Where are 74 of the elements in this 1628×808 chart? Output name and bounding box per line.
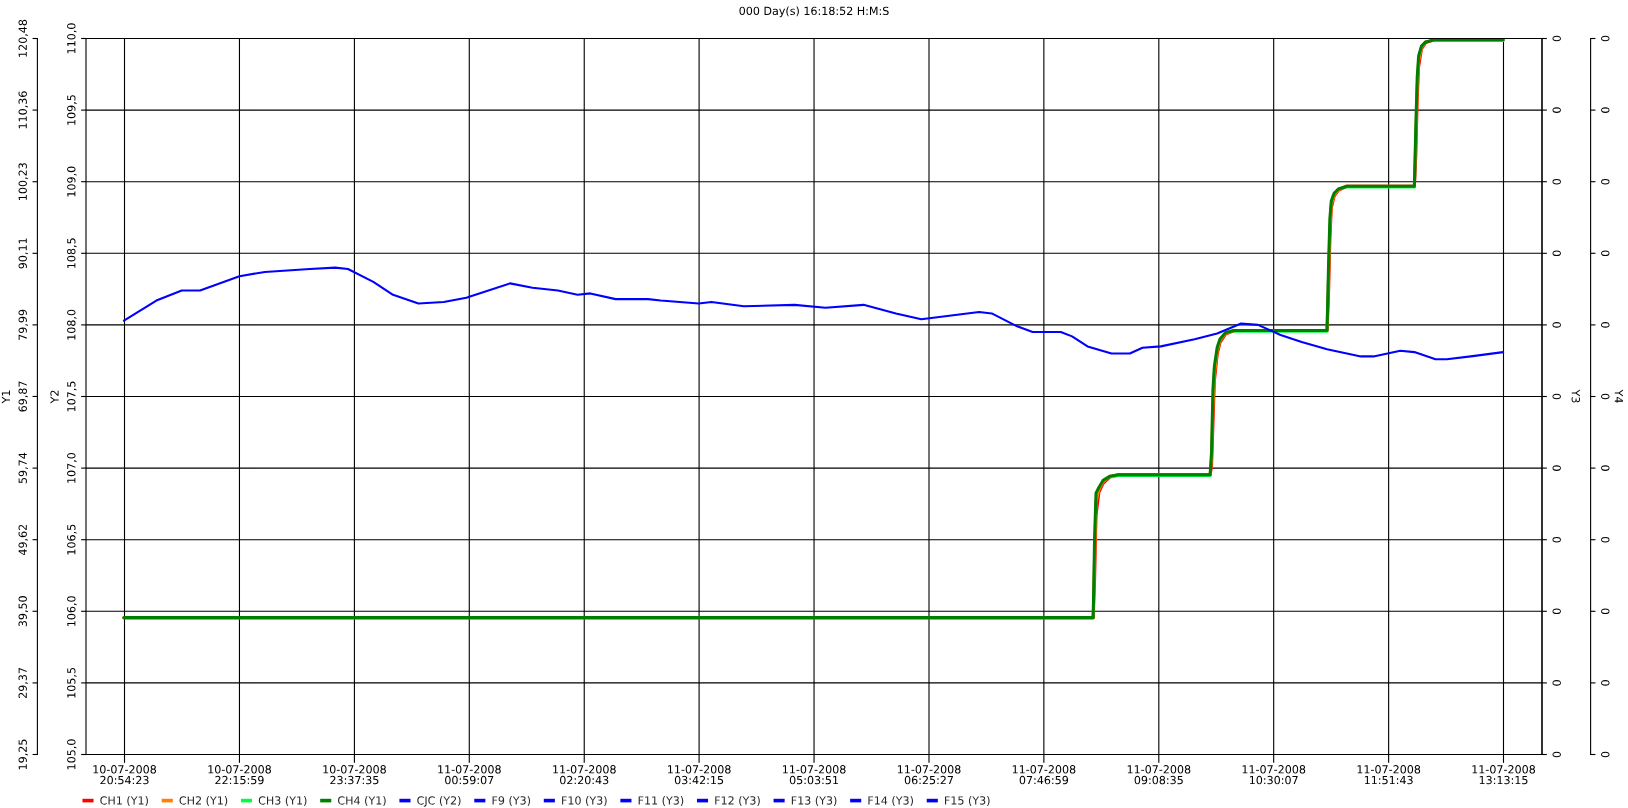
text: Y4 [1614, 389, 1623, 403]
legend-label: F9 (Y3) [492, 796, 531, 806]
x-tick-label: 11-07-2008 03:42:15 [668, 765, 731, 785]
y2-tick-label: 109,0 [67, 166, 77, 197]
y2-tick-label: 106,0 [67, 596, 77, 626]
y2-tick-label: 106,5 [67, 524, 77, 555]
y3-tick-label: 0 [1552, 35, 1561, 42]
x-tick-label: 11-07-2008 10:30:07 [1242, 765, 1306, 785]
legend-label: F13 (Y3) [791, 796, 837, 806]
y3-axis-title: Y3 [1571, 389, 1580, 403]
x-tick-label: 11-07-2008 07:46:59 [1012, 765, 1076, 785]
y3-tick-label: 0 [1552, 393, 1561, 400]
x-tick-label: 10-07-2008 23:37:35 [323, 765, 386, 785]
y3-tick-label: 0 [1552, 536, 1561, 543]
x-tick-label: 11-07-2008 13:13:15 [1472, 765, 1536, 785]
y-tick-label: 100,23 [18, 163, 29, 200]
text: 0 [1601, 250, 1610, 257]
y3-tick-label: 0 [1552, 250, 1561, 257]
text: 0 [1601, 178, 1610, 185]
legend-label: CH4 (Y1) [338, 796, 386, 806]
y3-tick-label: 0 [1552, 680, 1561, 686]
y3-tick-label: 0 [1552, 107, 1561, 113]
text: 0 [1601, 322, 1610, 328]
legend-label: CH1 (Y1) [100, 796, 148, 806]
y2-tick-label: 107,5 [67, 381, 77, 412]
x-tick-label: 11-07-2008 05:03:51 [782, 765, 846, 785]
legend-label: F14 (Y3) [868, 796, 913, 806]
text: 0 [1601, 35, 1610, 42]
y2-tick-label: 108,5 [67, 238, 77, 268]
y-tick-label: 120,48 [18, 19, 29, 57]
text: 0 [1601, 393, 1610, 400]
legend-label: F15 (Y3) [945, 796, 990, 806]
x-tick-label: 11-07-2008 02:20:43 [553, 765, 616, 785]
text: 0 [1601, 465, 1610, 471]
x-tick-label: 11-07-2008 11:51:43 [1357, 765, 1421, 785]
y-tick-label: 29,37 [18, 667, 29, 699]
y-tick-label: 49,62 [18, 524, 29, 556]
legend-label: CH3 (Y1) [258, 796, 307, 806]
y2-axis-title: Y2 [50, 390, 59, 404]
x-tick-label: 11-07-2008 09:08:35 [1127, 765, 1191, 785]
legend-label: CH2 (Y1) [179, 796, 228, 806]
x-tick-label: 11-07-2008 06:25:27 [897, 765, 961, 785]
legend-label: F12 (Y3) [715, 796, 760, 806]
y-tick-label: 110,36 [18, 91, 29, 129]
y2-tick-label: 108,0 [67, 309, 77, 340]
legend-label: F10 (Y3) [562, 796, 607, 806]
y3-tick-label: 0 [1552, 608, 1561, 615]
y2-tick-label: 107,0 [67, 452, 77, 483]
text: 0 [1601, 680, 1610, 686]
text: 0 [1601, 608, 1610, 615]
y-tick-label: 19,25 [18, 739, 29, 770]
text: 0 [1601, 751, 1610, 758]
y3-tick-label: 0 [1552, 751, 1561, 758]
x-tick-label: 10-07-2008 20:54:23 [93, 765, 157, 785]
y3-tick-label: 0 [1552, 465, 1561, 471]
text: 0 [1601, 107, 1610, 113]
chart-title: 000 Day(s) 16:18:52 H:M:S [739, 6, 889, 18]
text: 0 [1601, 536, 1610, 543]
y-axis-title: Y1 [1, 390, 10, 404]
y2-tick-label: 110,0 [67, 23, 77, 54]
y-tick-label: 59,74 [18, 452, 29, 484]
y-tick-label: 79,99 [18, 309, 29, 340]
x-tick-label: 10-07-2008 22:15:59 [208, 765, 271, 785]
y2-tick-label: 105,0 [67, 739, 77, 770]
y2-tick-label: 109,5 [67, 95, 77, 125]
y3-tick-label: 0 [1552, 178, 1561, 185]
y-tick-label: 69,87 [18, 381, 29, 412]
legend-label: CJC (Y2) [417, 796, 461, 807]
y2-tick-label: 105,5 [67, 667, 77, 698]
legend-label: F11 (Y3) [638, 796, 684, 806]
y3-tick-label: 0 [1552, 322, 1561, 328]
x-tick-label: 11-07-2008 00:59:07 [438, 765, 501, 785]
y-tick-label: 90,11 [18, 238, 29, 269]
y-tick-label: 39,50 [18, 596, 29, 627]
